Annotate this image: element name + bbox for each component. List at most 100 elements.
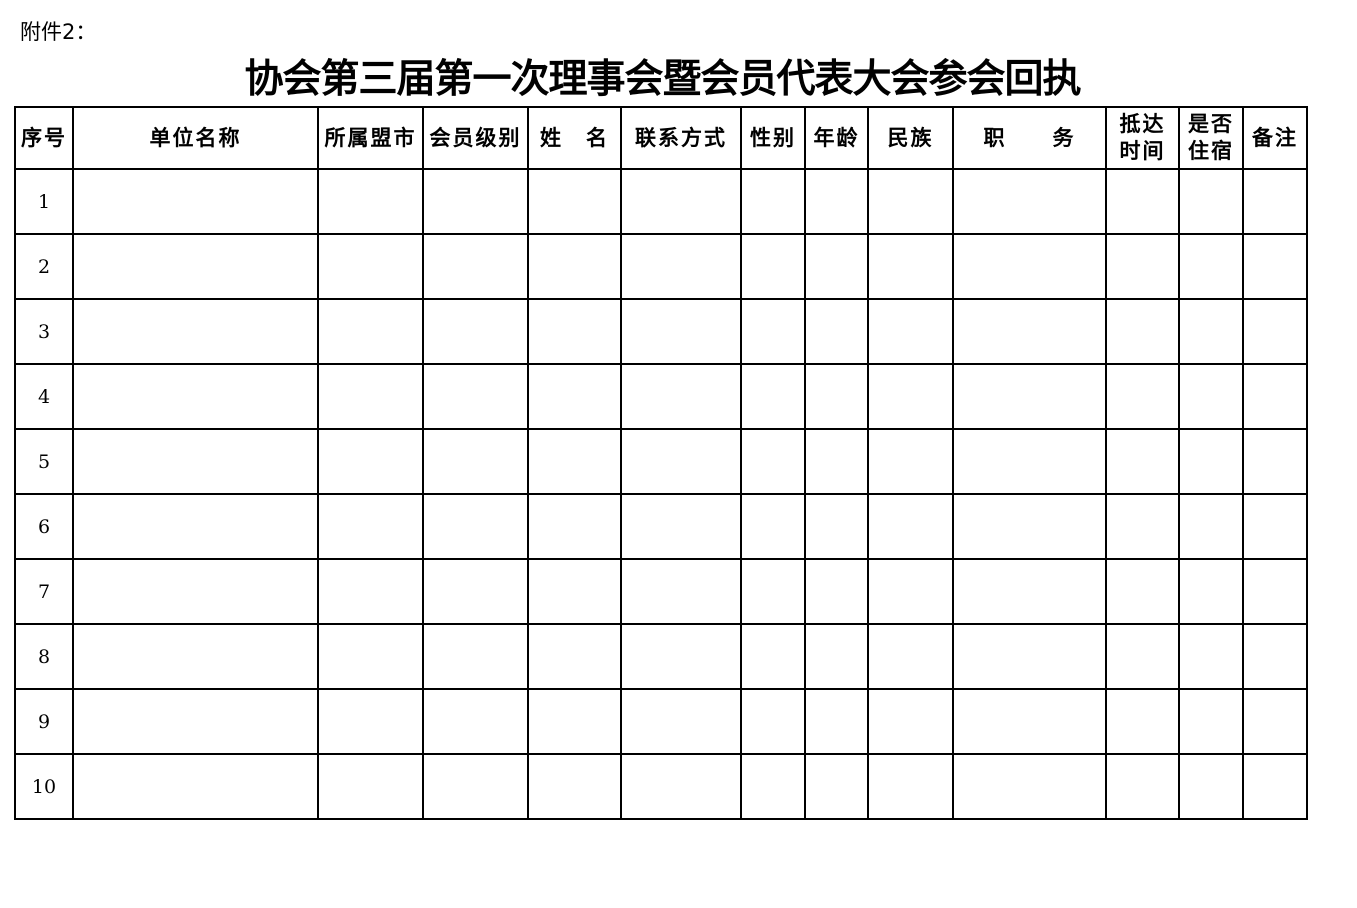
table-cell[interactable] (867, 298, 954, 365)
table-cell[interactable] (620, 558, 742, 625)
table-cell[interactable] (952, 363, 1107, 430)
table-cell[interactable] (527, 363, 622, 430)
table-cell[interactable] (422, 168, 529, 235)
table-cell[interactable] (867, 233, 954, 300)
table-cell[interactable] (422, 233, 529, 300)
table-cell[interactable] (1242, 688, 1308, 755)
table-cell[interactable] (422, 493, 529, 560)
table-cell[interactable] (527, 753, 622, 820)
table-cell[interactable] (527, 688, 622, 755)
table-cell[interactable] (740, 168, 806, 235)
table-cell[interactable] (317, 233, 424, 300)
table-cell[interactable] (620, 493, 742, 560)
table-cell[interactable] (1105, 753, 1180, 820)
table-cell[interactable] (1105, 688, 1180, 755)
table-cell[interactable] (740, 233, 806, 300)
table-cell[interactable] (1178, 688, 1244, 755)
table-cell[interactable] (1242, 493, 1308, 560)
table-cell[interactable] (740, 298, 806, 365)
table-cell[interactable] (867, 623, 954, 690)
table-cell[interactable] (527, 493, 622, 560)
table-cell[interactable] (422, 428, 529, 495)
table-cell[interactable] (952, 298, 1107, 365)
table-cell[interactable] (804, 558, 869, 625)
table-cell[interactable] (804, 168, 869, 235)
table-cell[interactable] (740, 493, 806, 560)
table-cell[interactable] (1178, 168, 1244, 235)
table-cell[interactable] (952, 428, 1107, 495)
table-cell[interactable] (1242, 428, 1308, 495)
table-cell[interactable] (952, 168, 1107, 235)
table-cell[interactable] (317, 623, 424, 690)
table-cell[interactable] (1178, 298, 1244, 365)
table-cell[interactable] (1105, 363, 1180, 430)
table-cell[interactable] (1178, 493, 1244, 560)
table-cell[interactable] (72, 233, 319, 300)
table-cell[interactable] (1178, 428, 1244, 495)
table-cell[interactable] (620, 168, 742, 235)
table-cell[interactable] (317, 753, 424, 820)
table-cell[interactable] (422, 753, 529, 820)
table-cell[interactable] (804, 623, 869, 690)
table-cell[interactable] (422, 623, 529, 690)
table-cell[interactable] (527, 298, 622, 365)
table-cell[interactable] (804, 688, 869, 755)
table-cell[interactable] (1105, 233, 1180, 300)
table-cell[interactable] (620, 428, 742, 495)
table-cell[interactable] (317, 493, 424, 560)
table-cell[interactable] (317, 428, 424, 495)
table-cell[interactable] (1242, 363, 1308, 430)
table-cell[interactable] (1105, 493, 1180, 560)
table-cell[interactable] (867, 688, 954, 755)
table-cell[interactable] (317, 363, 424, 430)
table-cell[interactable] (72, 558, 319, 625)
table-cell[interactable] (620, 363, 742, 430)
table-cell[interactable] (527, 558, 622, 625)
table-cell[interactable] (527, 428, 622, 495)
table-cell[interactable] (804, 363, 869, 430)
table-cell[interactable] (527, 233, 622, 300)
table-cell[interactable] (867, 558, 954, 625)
table-cell[interactable] (317, 688, 424, 755)
table-cell[interactable] (804, 233, 869, 300)
table-cell[interactable] (620, 233, 742, 300)
table-cell[interactable] (867, 168, 954, 235)
table-cell[interactable] (867, 428, 954, 495)
table-cell[interactable] (952, 753, 1107, 820)
table-cell[interactable] (740, 428, 806, 495)
table-cell[interactable] (952, 688, 1107, 755)
table-cell[interactable] (1178, 753, 1244, 820)
table-cell[interactable] (1242, 753, 1308, 820)
table-cell[interactable] (867, 363, 954, 430)
table-cell[interactable] (72, 363, 319, 430)
table-cell[interactable] (1105, 558, 1180, 625)
table-cell[interactable] (620, 688, 742, 755)
table-cell[interactable] (1242, 168, 1308, 235)
table-cell[interactable] (422, 298, 529, 365)
table-cell[interactable] (620, 298, 742, 365)
table-cell[interactable] (1178, 558, 1244, 625)
table-cell[interactable] (1178, 233, 1244, 300)
table-cell[interactable] (952, 493, 1107, 560)
table-cell[interactable] (740, 558, 806, 625)
table-cell[interactable] (1242, 558, 1308, 625)
table-cell[interactable] (72, 493, 319, 560)
table-cell[interactable] (1105, 298, 1180, 365)
table-cell[interactable] (422, 558, 529, 625)
table-cell[interactable] (740, 753, 806, 820)
table-cell[interactable] (527, 168, 622, 235)
table-cell[interactable] (72, 688, 319, 755)
table-cell[interactable] (422, 363, 529, 430)
table-cell[interactable] (317, 298, 424, 365)
table-cell[interactable] (952, 558, 1107, 625)
table-cell[interactable] (620, 753, 742, 820)
table-cell[interactable] (527, 623, 622, 690)
table-cell[interactable] (867, 753, 954, 820)
table-cell[interactable] (1105, 428, 1180, 495)
table-cell[interactable] (620, 623, 742, 690)
table-cell[interactable] (740, 688, 806, 755)
table-cell[interactable] (804, 428, 869, 495)
table-cell[interactable] (1178, 623, 1244, 690)
table-cell[interactable] (740, 623, 806, 690)
table-cell[interactable] (1105, 623, 1180, 690)
